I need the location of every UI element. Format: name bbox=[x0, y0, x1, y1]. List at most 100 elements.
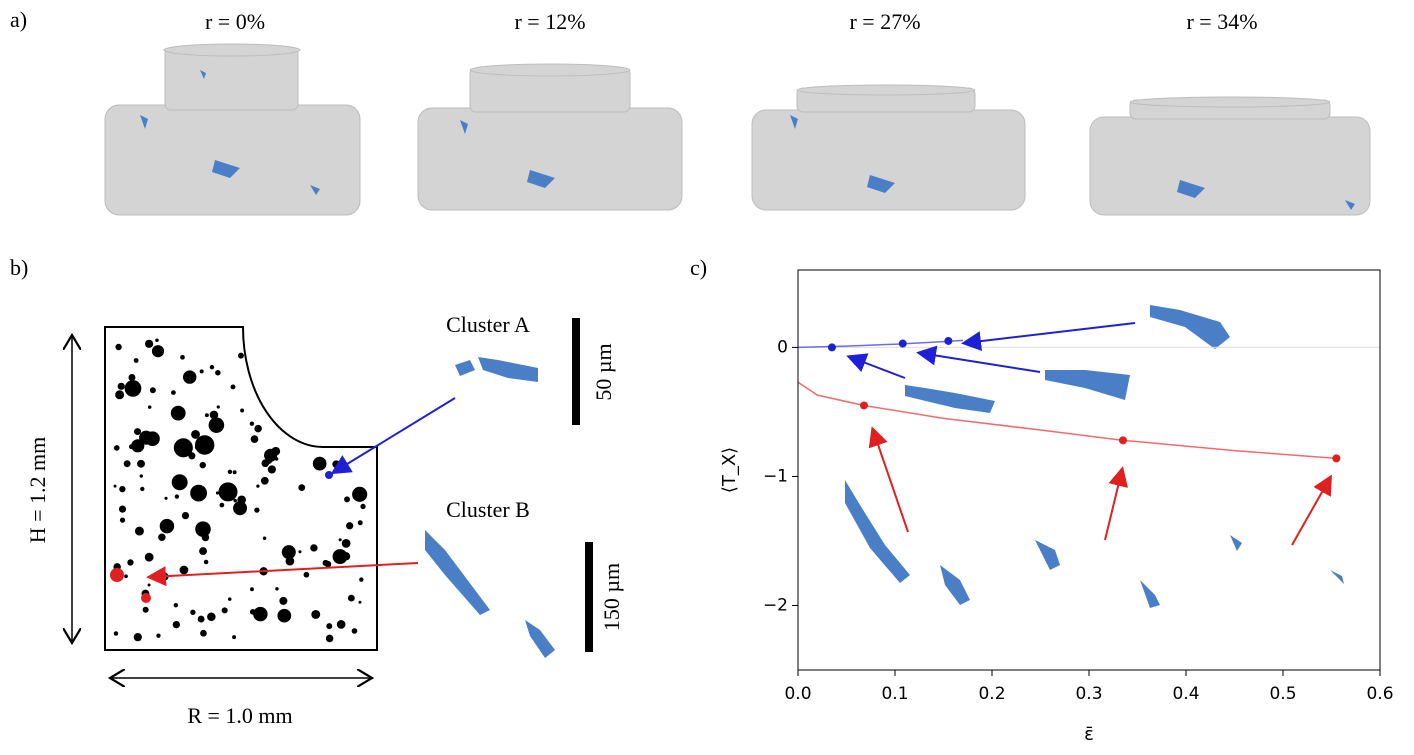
pore-dot bbox=[298, 550, 302, 554]
x-axis-label: ε̄ bbox=[1084, 724, 1094, 745]
pore-dot bbox=[324, 560, 332, 568]
pore-dot bbox=[113, 445, 120, 451]
pointer-arrow bbox=[146, 562, 419, 587]
pore-dot bbox=[140, 486, 145, 492]
cluster-title: Cluster A bbox=[446, 312, 530, 337]
pore-dot bbox=[237, 495, 246, 505]
pore-dot bbox=[199, 547, 207, 556]
pore-dot bbox=[215, 491, 220, 495]
pore-dot bbox=[253, 606, 268, 622]
pore-dot bbox=[182, 370, 197, 384]
pore-dot bbox=[194, 444, 201, 450]
fit-line bbox=[797, 339, 963, 349]
cluster-image bbox=[845, 305, 1344, 608]
height-label: H = 1.2 mm bbox=[25, 437, 50, 544]
pore-dot bbox=[183, 443, 188, 448]
pore-dot bbox=[142, 606, 149, 613]
pointer-arrow bbox=[330, 397, 456, 475]
x-tick-label: 0.6 bbox=[1366, 684, 1393, 704]
pore-dot bbox=[115, 390, 125, 400]
pore-dot bbox=[227, 597, 232, 601]
fit-line bbox=[797, 381, 1337, 460]
pore-dot bbox=[279, 596, 288, 605]
pore-dot bbox=[359, 577, 364, 582]
pore-dot bbox=[194, 435, 215, 455]
radius-label: R = 1.0 mm bbox=[187, 703, 292, 728]
pore-dot bbox=[230, 384, 236, 390]
pore-dot bbox=[240, 408, 245, 413]
pore-dot bbox=[113, 484, 117, 488]
pore-dot bbox=[207, 612, 216, 622]
pore-dot bbox=[164, 496, 168, 500]
panel-label: a) bbox=[10, 7, 27, 32]
pore-dot bbox=[338, 538, 342, 542]
pore-dot bbox=[139, 474, 144, 478]
pore-dot bbox=[124, 574, 128, 579]
pore-dot bbox=[119, 485, 126, 493]
data-point bbox=[898, 339, 907, 348]
caption: r = 27% bbox=[849, 9, 920, 34]
caption: r = 34% bbox=[1186, 9, 1257, 34]
pore-dot bbox=[222, 484, 231, 493]
x-tick-label: 0.4 bbox=[1172, 684, 1199, 704]
x-tick-label: 0.5 bbox=[1269, 684, 1296, 704]
pore-dot bbox=[358, 600, 362, 604]
pore-dot bbox=[325, 634, 334, 643]
pore-dot bbox=[347, 594, 355, 602]
pore-dot bbox=[191, 429, 200, 439]
pore-dot bbox=[238, 352, 244, 359]
panel-label: b) bbox=[10, 255, 28, 280]
pore-dot bbox=[203, 559, 209, 565]
pore-dot bbox=[127, 559, 134, 566]
pointer-arrow bbox=[846, 353, 906, 379]
pore-dot bbox=[233, 498, 237, 503]
pointer-arrow bbox=[961, 322, 1136, 352]
pore-dot bbox=[281, 545, 296, 560]
pore-dot bbox=[352, 486, 368, 502]
pore-dot bbox=[133, 428, 142, 436]
panel-label: c) bbox=[690, 255, 707, 280]
caption: r = 12% bbox=[514, 9, 585, 34]
pore-dot bbox=[360, 503, 366, 510]
y-tick-label: 0 bbox=[777, 337, 788, 357]
data-point bbox=[859, 401, 868, 410]
pore-dot bbox=[117, 382, 125, 390]
y-tick-label: −1 bbox=[763, 466, 788, 486]
cluster-image bbox=[425, 357, 555, 658]
pore-dot bbox=[260, 476, 269, 485]
pointer-arrow bbox=[916, 345, 1041, 373]
pore-dot bbox=[326, 623, 333, 630]
pore-dot bbox=[228, 491, 236, 499]
pore-dot bbox=[256, 484, 260, 488]
pore-dot bbox=[344, 496, 350, 503]
cluster-title: Cluster B bbox=[446, 497, 530, 522]
cluster-dot bbox=[110, 568, 124, 582]
pore-dot bbox=[123, 460, 131, 468]
scale-label: 50 µm bbox=[591, 343, 616, 400]
pore-dot bbox=[131, 439, 145, 453]
pore-dot bbox=[133, 358, 139, 363]
x-tick-label: 0.2 bbox=[978, 684, 1005, 704]
pore-dot bbox=[336, 620, 346, 629]
pore-dot bbox=[197, 615, 205, 623]
pore-dot bbox=[181, 511, 190, 520]
pore-dot bbox=[115, 343, 122, 351]
pore-dot bbox=[144, 339, 154, 348]
pore-dot bbox=[233, 501, 248, 516]
pore-dot bbox=[144, 552, 154, 562]
pore-dot bbox=[254, 507, 260, 513]
pore-dot bbox=[274, 457, 279, 461]
pore-dot bbox=[216, 405, 220, 409]
pore-dot bbox=[250, 435, 259, 443]
pore-dot bbox=[262, 536, 267, 541]
pore-dot bbox=[351, 628, 358, 634]
scale-bar bbox=[572, 318, 580, 425]
pore-dot bbox=[151, 345, 165, 358]
caption: r = 0% bbox=[205, 9, 265, 34]
pore-dot bbox=[215, 369, 221, 376]
data-point bbox=[1332, 454, 1341, 463]
pore-dot bbox=[357, 520, 363, 526]
pore-dot bbox=[195, 521, 211, 537]
pore-dot bbox=[271, 446, 281, 456]
pore-dot bbox=[254, 424, 262, 433]
